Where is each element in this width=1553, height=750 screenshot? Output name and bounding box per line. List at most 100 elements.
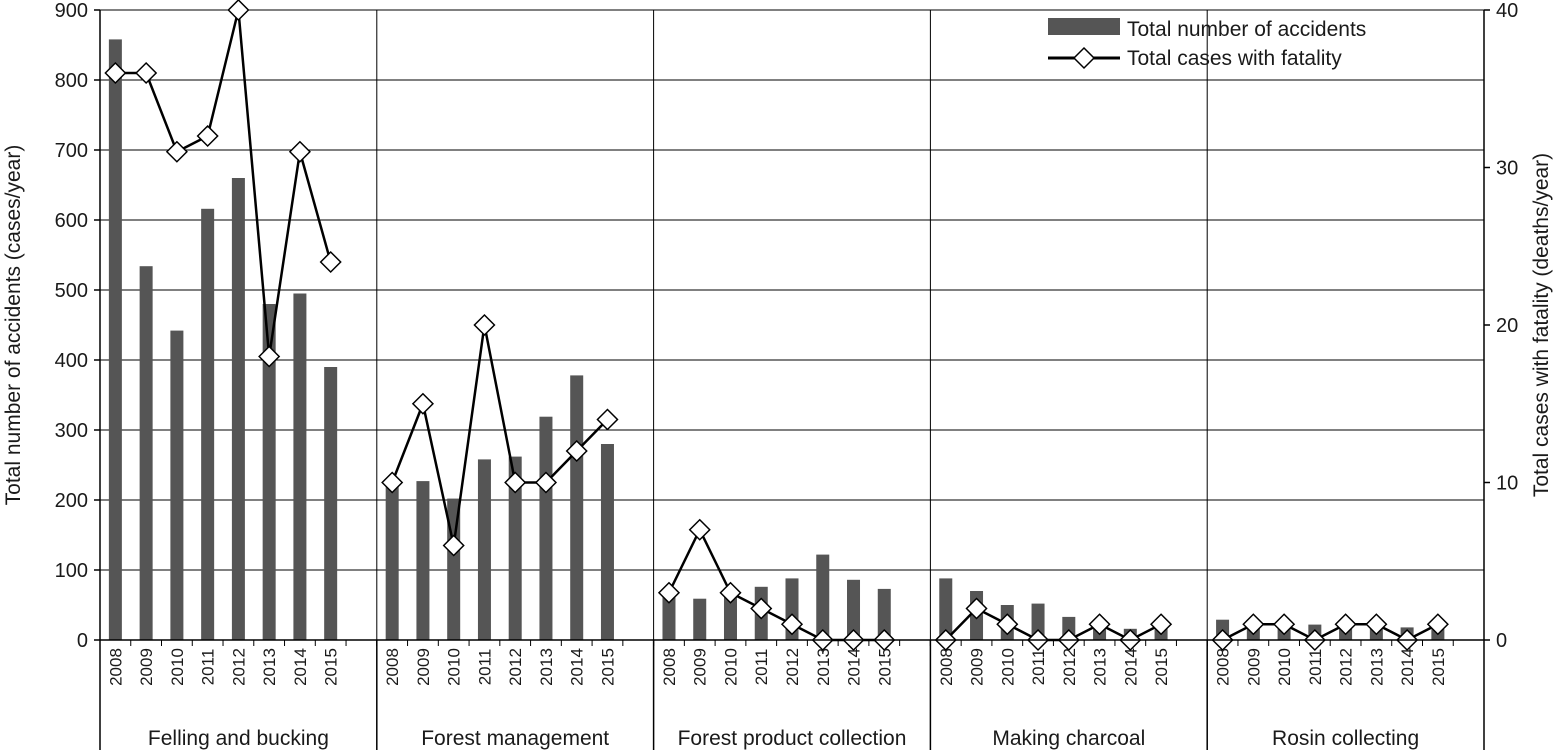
fatality-point [1242,613,1265,636]
y-tick-label-left: 500 [55,280,88,302]
x-tick-label-year: 2010 [721,648,740,686]
fatality-point [319,250,342,274]
bar [847,579,861,640]
x-tick-label-year: 2009 [137,648,156,686]
fatality-point [1334,613,1357,636]
x-tick-label-year: 2011 [1306,649,1325,686]
x-tick-label-year: 2010 [445,648,464,686]
y-tick-label-left: 400 [55,350,88,372]
fatality-series [104,0,1449,652]
fatality-point [1426,613,1449,636]
fatality-point [504,471,527,494]
bar [293,293,307,640]
x-tick-label-year: 2012 [1060,648,1079,686]
bar [139,266,153,640]
y-tick-label-right: 0 [1496,630,1507,652]
x-tick-label-year: 2015 [1152,648,1171,686]
x-tick-label-year: 2014 [568,648,587,686]
fatality-point [135,61,158,85]
x-tick-label-year: 2013 [814,648,833,686]
y-tick-label-right: 30 [1496,158,1518,180]
fatality-point [381,471,404,494]
x-group-label: Making charcoal [992,727,1145,750]
x-tick-label-year: 2013 [260,648,279,686]
fatality-point [565,439,588,463]
fatality-point [750,597,773,620]
x-tick-label-year: 2014 [291,648,310,686]
x-tick-label-year: 2008 [383,648,402,686]
x-tick-label-year: 2015 [1429,648,1448,686]
x-tick-label-year: 2009 [691,648,710,686]
fatality-point [473,313,496,337]
fatality-point [1088,613,1111,636]
y-tick-label-right: 40 [1496,0,1518,22]
x-tick-label-year: 2011 [1029,649,1048,686]
bar [262,304,276,640]
fatality-point [165,140,188,163]
x-tick-label-year: 2013 [1367,648,1386,686]
legend-label-fatality: Total cases with fatality [1127,47,1342,70]
axes [99,10,1485,641]
grid-lines [100,9,1484,640]
fatality-point [442,534,465,557]
legend-bar-swatch [1048,18,1120,35]
bar [416,481,430,640]
x-group-label: Felling and bucking [148,727,329,750]
bar-series [108,39,1445,641]
fatality-point [688,518,711,541]
fatality-point [104,61,127,85]
bar [108,39,122,640]
bar [508,456,522,640]
y-tick-label-left: 800 [55,70,88,92]
x-tick-label-year: 2014 [1121,648,1140,686]
right-axis-ticks: 0 10 20 30 40 [1484,0,1518,652]
left-axis-ticks: 0 100 200 300 400 500 600 700 800 900 [55,0,100,652]
x-tick-label-year: 2008 [937,648,956,686]
x-tick-label-year: 2008 [106,648,125,686]
y-tick-label-left: 700 [55,140,88,162]
bar [539,416,553,640]
x-group-label: Rosin collecting [1272,727,1419,750]
fatality-point [288,140,311,163]
x-tick-label-year: 2015 [875,648,894,686]
x-tick-label-year: 2012 [229,648,248,686]
y-tick-label-right: 10 [1496,473,1518,495]
fatality-point [1150,613,1173,636]
fatality-point [227,0,250,22]
x-tick-label-year: 2008 [660,648,679,686]
x-tick-label-year: 2014 [1398,648,1417,686]
fatality-point [657,581,681,604]
bar [477,459,491,640]
x-group-label: Forest management [421,727,609,750]
fatality-point [780,613,804,636]
bar [600,444,614,640]
legend: Total number of accidents Total cases wi… [1048,18,1366,70]
x-axis-labels: 2008 2009 2010 2011 2012 2013 2014 2015 Felling … [99,640,1485,750]
bar [201,208,215,641]
bar [231,178,245,640]
fatality-point [411,392,434,415]
y-axis-title-right: Total cases with fatality (deaths/year) [1530,153,1553,497]
x-tick-label-year: 2009 [968,648,987,686]
bar [570,375,584,640]
x-tick-label-year: 2012 [506,648,525,686]
x-tick-label-year: 2015 [322,648,341,686]
y-tick-label-right: 20 [1496,315,1518,337]
x-tick-label-year: 2011 [199,649,218,686]
x-tick-label-year: 2010 [168,648,187,686]
bar [324,367,338,640]
legend-label-accidents: Total number of accidents [1127,18,1366,41]
x-tick-label-year: 2011 [752,649,771,686]
y-tick-label-left: 0 [77,630,88,652]
fatality-point [1365,613,1388,636]
bar [170,330,184,640]
x-tick-label-year: 2012 [1337,648,1356,686]
x-tick-label-year: 2013 [537,648,556,686]
bar [662,592,676,640]
x-tick-label-year: 2012 [783,648,802,686]
x-tick-label-year: 2009 [414,648,433,686]
x-tick-label-year: 2013 [1091,648,1110,686]
fatality-point [196,124,219,148]
x-tick-label-year: 2014 [845,648,864,686]
